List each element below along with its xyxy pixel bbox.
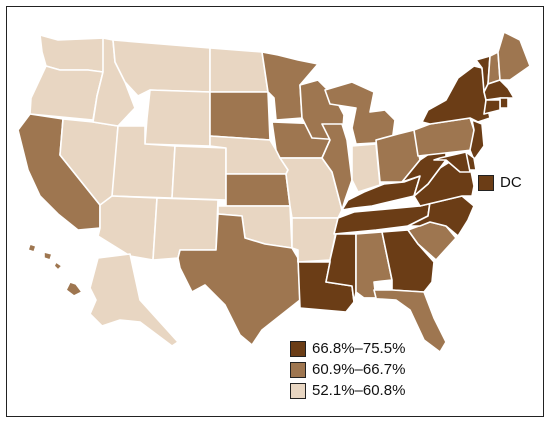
state-ks <box>225 173 291 207</box>
state-ny <box>421 65 491 125</box>
state-sd <box>209 91 271 141</box>
state-fl <box>363 289 447 353</box>
legend-label-low: 52.1%–60.8% <box>312 382 406 399</box>
state-wy <box>144 89 211 147</box>
dc-label: DC <box>500 174 522 191</box>
state-ms <box>325 233 357 303</box>
legend-item-low: 52.1%–60.8% <box>290 380 405 401</box>
state-pa <box>413 117 475 157</box>
state-co <box>171 145 227 201</box>
state-il <box>321 123 353 211</box>
state-wv <box>401 145 447 197</box>
state-or <box>29 65 104 121</box>
legend-swatch-low <box>290 382 306 399</box>
state-nd <box>209 47 269 93</box>
dc-indicator: DC <box>478 174 522 191</box>
state-tx <box>177 213 301 346</box>
legend-swatch-high <box>290 340 306 357</box>
state-az <box>97 195 158 261</box>
state-in <box>351 143 381 193</box>
state-hi-1 <box>27 243 37 253</box>
legend-label-high: 66.8%–75.5% <box>312 340 406 357</box>
state-ak <box>89 253 179 347</box>
state-hi-3 <box>53 261 63 271</box>
state-me <box>497 31 531 81</box>
state-mi <box>324 81 396 145</box>
legend: 66.8%–75.5% 60.9%–66.7% 52.1%–60.8% <box>290 338 405 401</box>
state-nc <box>407 195 475 237</box>
dc-swatch <box>478 174 494 191</box>
state-ct <box>483 99 501 115</box>
state-hi-2 <box>43 251 53 261</box>
state-ma <box>483 79 515 101</box>
state-md <box>433 151 471 173</box>
legend-item-mid: 60.9%–66.7% <box>290 359 405 380</box>
legend-item-high: 66.8%–75.5% <box>290 338 405 359</box>
state-hi <box>65 281 83 297</box>
state-ri <box>499 97 509 109</box>
legend-label-mid: 60.9%–66.7% <box>312 361 406 378</box>
legend-swatch-mid <box>290 361 306 378</box>
